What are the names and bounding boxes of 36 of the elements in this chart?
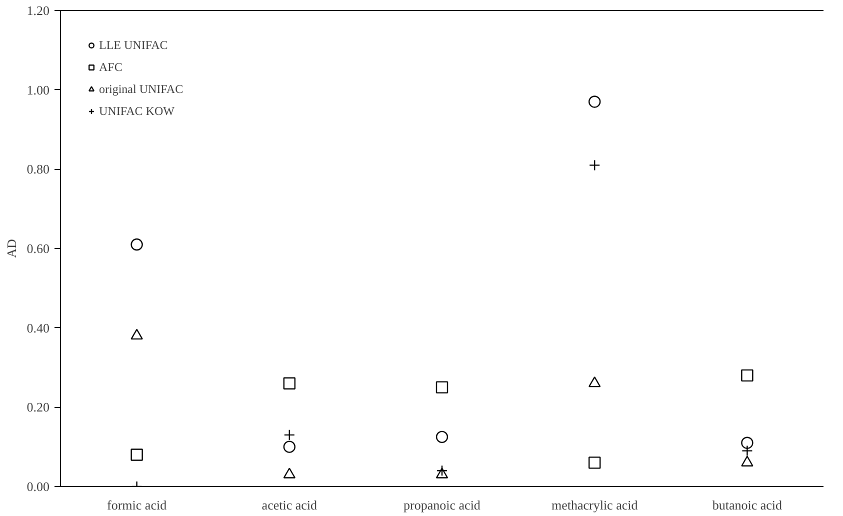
y-axis-title: AD [4,239,19,258]
x-tick-label: methacrylic acid [551,498,638,512]
y-tick-label: 0.60 [26,241,50,256]
point [589,160,600,171]
point [588,96,601,108]
legend-label: UNIFAC KOW [99,104,174,118]
y-tick-label: 0.00 [26,479,50,494]
x-tick-label: propanoic acid [404,498,481,512]
y-tick-label: 1.00 [26,82,50,98]
point [283,440,296,453]
point [742,445,753,456]
point [283,377,296,390]
point [436,468,448,478]
y-tick-label: 1.20 [26,3,50,18]
legend-label: original UNIFAC [99,82,184,96]
point [130,448,143,461]
point [283,468,296,478]
y-tick-label: 0.40 [26,320,50,336]
y-tick-label: 0.20 [26,400,50,415]
point [588,456,601,469]
point [436,465,448,476]
point [741,456,754,466]
y-tick-label: 0.80 [26,162,50,177]
x-tick-label: formic acid [107,498,168,512]
legend-label: LLE UNIFAC [99,38,168,52]
point [588,376,601,388]
point [741,369,754,382]
point [130,238,143,251]
x-tick-label: acetic acid [262,498,318,512]
point [284,429,295,441]
point [436,430,448,444]
point [130,328,143,340]
point [436,381,448,394]
x-tick-label: butanoic acid [712,498,783,512]
legend-label: AFC [99,60,122,74]
point [741,436,754,449]
